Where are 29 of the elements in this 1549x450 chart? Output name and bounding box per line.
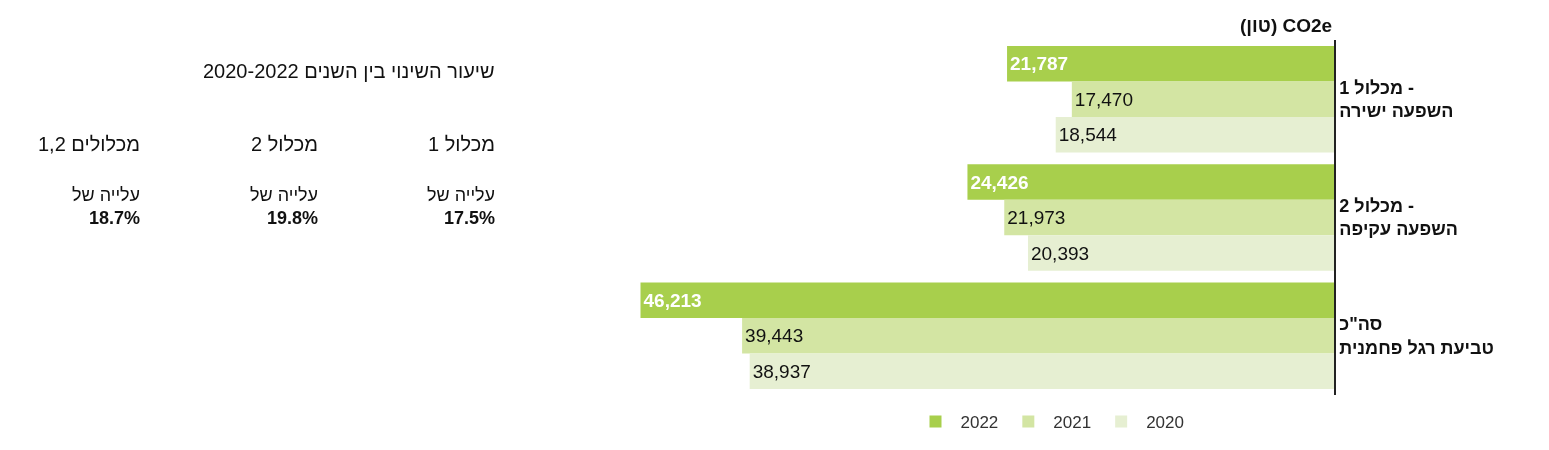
bar	[749, 353, 1334, 390]
category-label: מכלולים 1,2	[38, 133, 140, 155]
bar	[1007, 45, 1334, 82]
bar	[742, 318, 1334, 354]
data-label: 17,470	[1074, 88, 1133, 110]
legend-label: 2022	[960, 413, 999, 433]
data-label: 18,544	[1058, 124, 1118, 146]
legend-label: 2020	[1146, 413, 1184, 433]
bar	[1055, 116, 1334, 153]
y-tick-label: מכלול 2 - השפעה עקיפה	[1339, 196, 1458, 240]
bar	[967, 164, 1334, 200]
data-label: 20,393	[1030, 242, 1090, 264]
bar	[1027, 235, 1334, 271]
legend-label: 2021	[1053, 413, 1092, 433]
y-tick-label: סה"כ טביעת רגל פחמנית	[1339, 314, 1494, 358]
y-tick-label: מכלול 1 - השפעה ישירה	[1339, 77, 1454, 122]
data-label: 24,426	[970, 171, 1029, 193]
category-label: מכלול 1	[428, 133, 495, 155]
data-label: 39,443	[745, 325, 804, 347]
bar	[1071, 81, 1334, 117]
data-label: 21,787	[1010, 53, 1069, 75]
data-label: 38,937	[752, 360, 811, 382]
bar	[1004, 199, 1334, 236]
text: שיעור השינוי בין השנים 2020-2022	[203, 60, 495, 82]
data-label: 46,213	[643, 289, 702, 311]
category-label: מכלול 2	[251, 133, 318, 155]
bar	[640, 282, 1334, 319]
chart-title: (טון) CO2e	[1240, 15, 1333, 36]
data-label: 21,973	[1007, 207, 1066, 228]
